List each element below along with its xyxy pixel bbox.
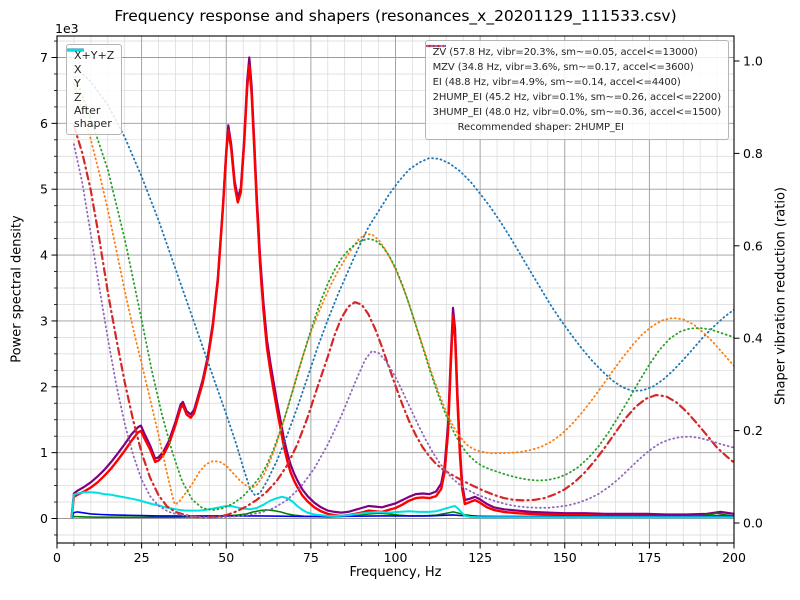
curve-ZV <box>73 64 734 497</box>
legend-item-label: Y <box>74 76 81 90</box>
curve-2HUMP_EI <box>72 124 734 519</box>
x-tick-label: 0 <box>53 550 61 565</box>
x-tick-label: 50 <box>218 550 234 565</box>
recommended-shaper-text: Recommended shaper: 2HUMP_EI <box>457 121 624 133</box>
x-tick-label: 200 <box>722 550 746 565</box>
legend-item-label: 3HUMP_EI (48.0 Hz, vibr=0.0%, sm~=0.36, … <box>432 106 721 118</box>
legend-item-label: X <box>74 62 82 76</box>
curves <box>70 56 734 519</box>
y-right-tick-label: 0.0 <box>743 516 763 531</box>
x-tick-label: 25 <box>134 550 150 565</box>
legend-swatch-2HUMP_EI <box>425 44 446 48</box>
y-left-tick-label: 5 <box>40 182 48 197</box>
curve-X+Y+Z <box>70 56 734 519</box>
y-left-tick-label: 0 <box>40 511 48 526</box>
y-right-tick-label: 0.4 <box>743 331 763 346</box>
y-left-tick-label: 4 <box>40 248 48 263</box>
legend-item-label: Z <box>74 90 82 104</box>
legend-item: MZV (34.8 Hz, vibr=3.6%, sm~=0.17, accel… <box>425 45 721 75</box>
x-tick-label: 75 <box>303 550 319 565</box>
legend-psd: X+Y+Z X Y Z After shaper <box>66 44 123 136</box>
axes: 0 25 50 75 100 125 150 175 200 0 1 2 3 4 5 6 7 0.0 0.2 0.4 0… <box>40 35 763 565</box>
x-axis-label: Frequency, Hz <box>349 565 442 580</box>
y-right-tick-label: 0.6 <box>743 238 763 253</box>
curve-EI <box>73 71 734 512</box>
legend-item: 2HUMP_EI (45.2 Hz, vibr=0.1%, sm~=0.26, … <box>425 44 721 105</box>
curve-X <box>70 64 734 519</box>
y-axis-label-right: Shaper vibration reduction (ratio) <box>773 187 789 405</box>
y-left-tick-label: 3 <box>40 313 48 328</box>
x-tick-label: 150 <box>553 550 577 565</box>
legend-item-label: After shaper <box>74 104 112 130</box>
y-left-tick-label: 1 <box>40 445 48 460</box>
x-tick-label: 125 <box>468 550 492 565</box>
y-axis-label-left: Power spectral density <box>9 215 25 363</box>
legend-item-label: MZV (34.8 Hz, vibr=3.6%, sm~=0.17, accel… <box>432 61 694 73</box>
legend-item-label: X+Y+Z <box>74 48 115 62</box>
legend-item: 3HUMP_EI (48.0 Hz, vibr=0.0%, sm~=0.36, … <box>425 45 721 120</box>
x-tick-label: 175 <box>637 550 661 565</box>
curve-3HUMP_EI <box>73 143 734 519</box>
curve-After-shaper <box>70 491 734 519</box>
legend-item-label: ZV (57.8 Hz, vibr=20.3%, sm~=0.05, accel… <box>432 46 698 58</box>
curve-MZV <box>73 83 734 506</box>
legend-shapers: ZV (57.8 Hz, vibr=20.3%, sm~=0.05, accel… <box>424 40 729 140</box>
legend-item-label: EI (48.8 Hz, vibr=4.9%, sm~=0.14, accel<… <box>432 76 681 88</box>
y-left-tick-label: 7 <box>40 50 48 65</box>
y-left-tick-label: 2 <box>40 379 48 394</box>
legend-item-label: 2HUMP_EI (45.2 Hz, vibr=0.1%, sm~=0.26, … <box>432 91 721 103</box>
legend-item: ZV (57.8 Hz, vibr=20.3%, sm~=0.05, accel… <box>425 45 721 60</box>
legend-swatch-3HUMP_EI <box>425 45 446 47</box>
legend-item: Y <box>67 48 114 91</box>
y-axis-offset-label: 1e3 <box>55 21 79 36</box>
chart-title: Frequency response and shapers (resonanc… <box>114 7 677 25</box>
y-right-tick-label: 0.2 <box>743 423 763 438</box>
y-right-tick-label: 0.8 <box>743 146 763 161</box>
x-tick-label: 100 <box>384 550 408 565</box>
legend-footer: Recommended shaper: 2HUMP_EI <box>433 120 721 135</box>
y-right-tick-label: 1.0 <box>743 54 763 69</box>
legend-swatch-After <box>67 48 84 52</box>
legend-item: Z <box>67 48 114 105</box>
y-left-tick-label: 6 <box>40 116 48 131</box>
legend-item: EI (48.8 Hz, vibr=4.9%, sm~=0.14, accel<… <box>425 45 721 90</box>
legend-item: X <box>67 48 114 77</box>
legend-item: After shaper <box>67 48 114 130</box>
